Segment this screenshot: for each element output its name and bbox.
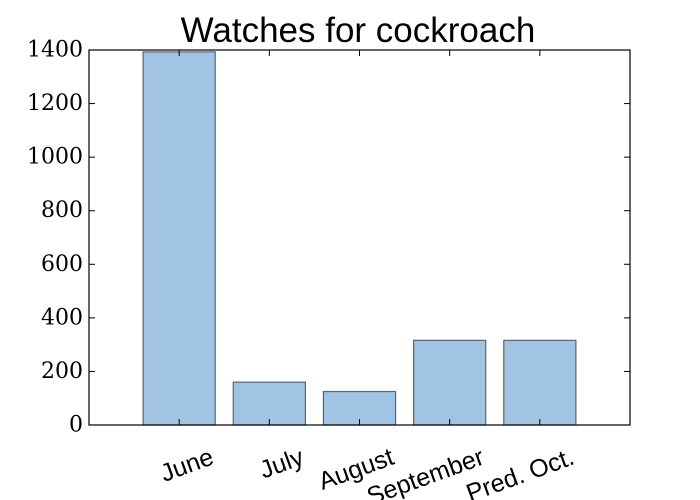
bar-july bbox=[232, 381, 306, 426]
y-tick-label: 1400 bbox=[27, 38, 83, 63]
bars-layer bbox=[142, 51, 577, 426]
y-tick-label: 1200 bbox=[27, 91, 83, 116]
y-tick-label: 600 bbox=[41, 252, 83, 277]
y-axis-tick-labels: 0 200 400 600 800 1000 1200 1400 bbox=[27, 38, 83, 438]
bar-pred-oct bbox=[503, 339, 577, 426]
bar-september bbox=[413, 339, 487, 426]
y-tick-label: 200 bbox=[41, 359, 83, 384]
y-tick-label: 1000 bbox=[27, 145, 83, 170]
y-tick-label: 0 bbox=[69, 413, 83, 438]
chart-title: Watches for cockroach bbox=[181, 11, 536, 50]
y-tick-label: 800 bbox=[41, 198, 83, 223]
x-tick-label: June bbox=[157, 443, 218, 488]
y-tick-label: 400 bbox=[41, 305, 83, 330]
x-tick-label: July bbox=[256, 443, 308, 485]
bar-june bbox=[142, 51, 216, 426]
plot-area-frame bbox=[88, 49, 631, 426]
